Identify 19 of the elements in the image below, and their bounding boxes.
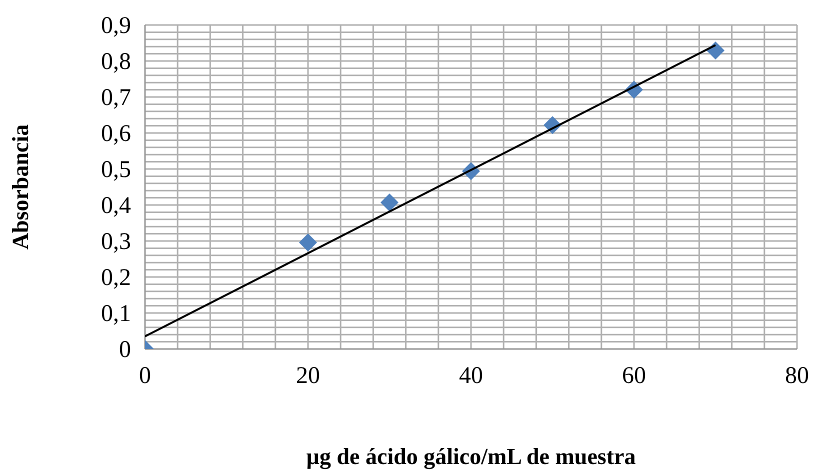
y-tick-label: 0,8 (101, 49, 131, 75)
x-tick-label: 20 (296, 363, 320, 389)
x-axis-title: µg de ácido gálico/mL de muestra (306, 444, 636, 470)
y-tick-label: 0,6 (101, 121, 131, 147)
y-tick-label: 0 (119, 337, 131, 363)
y-axis-title: Absorbancia (8, 124, 33, 250)
y-tick-label: 0,9 (101, 13, 131, 39)
x-tick-label: 0 (139, 363, 151, 389)
y-tick-label: 0,4 (101, 193, 131, 219)
y-tick-label: 0,5 (101, 157, 131, 183)
point (380, 193, 398, 212)
y-tick-label: 0,1 (101, 301, 131, 327)
y-tick-label: 0,7 (101, 85, 131, 111)
y-tick-label: 0,2 (101, 265, 131, 291)
x-tick-label: 80 (785, 363, 809, 389)
point (299, 233, 317, 252)
y-tick-label: 0,3 (101, 229, 131, 255)
x-tick-label: 40 (459, 363, 483, 389)
x-tick-label: 60 (622, 363, 646, 389)
